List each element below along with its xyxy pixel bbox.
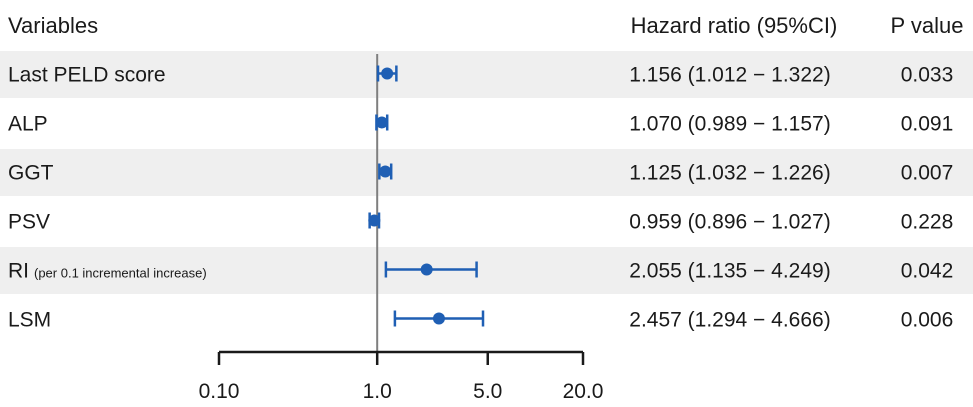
estimate-point <box>420 263 433 276</box>
variable-label: PSV <box>8 211 50 234</box>
hazard-ratio-cell: 2.055 (1.135 − 4.249) <box>629 260 830 283</box>
x-tick-label: 0.10 <box>199 380 240 403</box>
row-band <box>0 51 973 98</box>
hazard-ratio-cell: 0.959 (0.896 − 1.027) <box>629 211 830 234</box>
p-value-column: 0.033 0.091 0.007 0.228 0.042 0.006 <box>901 64 954 332</box>
row-bands <box>0 51 973 294</box>
x-tick-label: 1.0 <box>363 380 392 403</box>
variable-name: GGT <box>8 162 54 185</box>
variable-name: PSV <box>8 211 50 234</box>
header-p-value: P value <box>891 13 964 38</box>
header-variables: Variables <box>8 13 98 38</box>
x-tick-label: 20.0 <box>563 380 604 403</box>
x-tick-label: 5.0 <box>473 380 502 403</box>
p-value-cell: 0.033 <box>901 64 954 87</box>
variable-name: LSM <box>8 309 51 332</box>
variable-label: LSM <box>8 309 51 332</box>
p-value-cell: 0.091 <box>901 113 954 136</box>
estimate-point <box>381 67 394 80</box>
header-hazard-ratio: Hazard ratio (95%CI) <box>631 13 838 38</box>
variable-label: RI (per 0.1 incremental increase) <box>8 260 207 283</box>
estimate-marks <box>368 65 485 327</box>
variable-name: Last PELD score <box>8 64 166 87</box>
p-value-cell: 0.007 <box>901 162 954 185</box>
row-band <box>0 149 973 196</box>
hazard-ratio-cell: 1.156 (1.012 − 1.322) <box>629 64 830 87</box>
row-band <box>0 247 973 294</box>
estimate-point <box>375 116 388 129</box>
variable-label: GGT <box>8 162 54 185</box>
hazard-ratio-cell: 1.070 (0.989 − 1.157) <box>629 113 830 136</box>
variable-label: Last PELD score <box>8 64 166 87</box>
hazard-ratio-column: 1.156 (1.012 − 1.322) 1.070 (0.989 − 1.15… <box>629 64 830 332</box>
hazard-ratio-cell: 2.457 (1.294 − 4.666) <box>629 309 830 332</box>
estimate-point <box>379 165 392 178</box>
estimate-point <box>368 214 381 227</box>
x-axis: 0.10 1.0 5.0 20.0 <box>199 350 604 403</box>
p-value-cell: 0.042 <box>901 260 954 283</box>
variable-labels: Last PELD score ALP GGT PSV RI (per 0.1 incre… <box>8 64 207 332</box>
variable-name: RI <box>8 260 29 283</box>
variable-name: ALP <box>8 113 48 136</box>
variable-label: ALP <box>8 113 48 136</box>
p-value-cell: 0.228 <box>901 211 954 234</box>
hazard-ratio-cell: 1.125 (1.032 − 1.226) <box>629 162 830 185</box>
p-value-cell: 0.006 <box>901 309 954 332</box>
variable-note: (per 0.1 incremental increase) <box>34 266 207 281</box>
estimate-point <box>432 312 445 325</box>
